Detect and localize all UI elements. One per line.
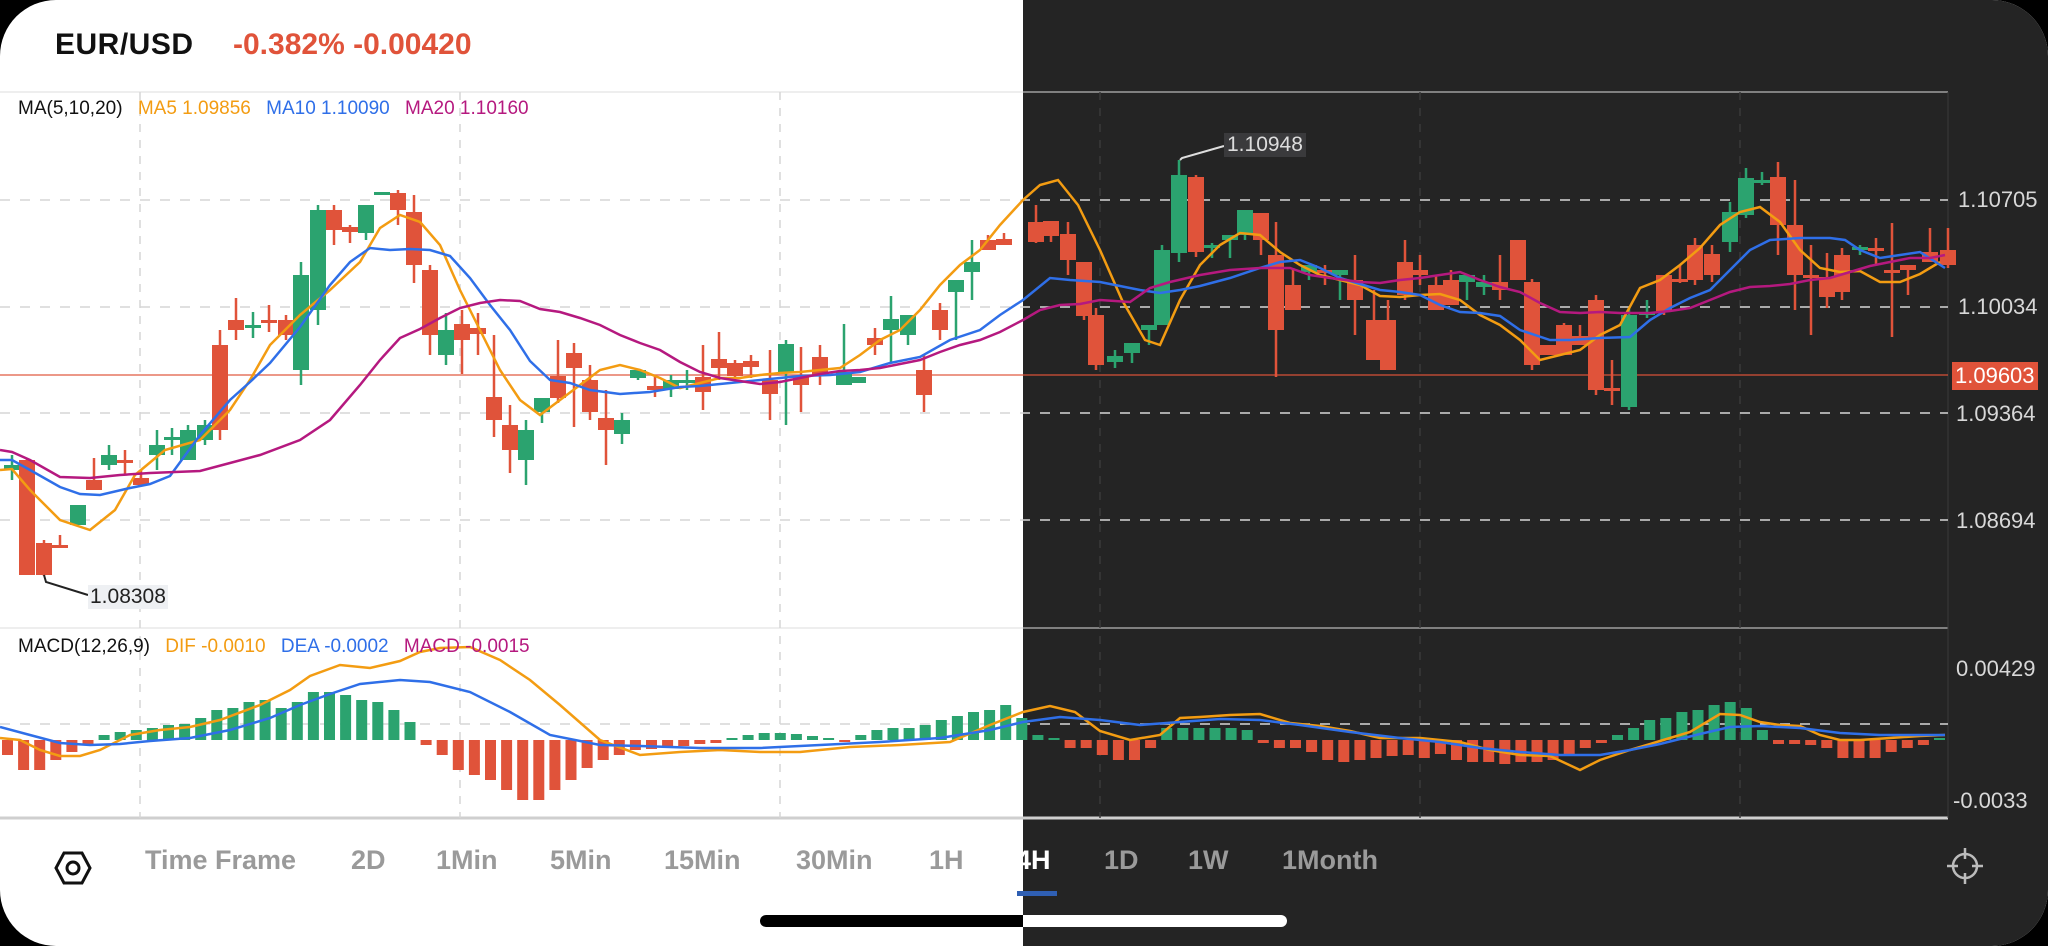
tab-1d[interactable]: 1D: [1104, 845, 1139, 875]
tab-1w[interactable]: 1W: [1188, 845, 1229, 875]
price-change: -0.382% -0.00420: [233, 28, 472, 61]
header: EUR/USD -0.382% -0.00420: [0, 0, 2048, 92]
ma5-value: MA5 1.09856: [137, 98, 251, 119]
dea-value: DEA -0.0002: [280, 636, 389, 657]
macd-axis-label: -0.0033: [1953, 788, 2028, 813]
tab-5min[interactable]: 5Min: [550, 845, 612, 875]
tab-15min[interactable]: 15Min: [664, 845, 741, 875]
hexagon-settings-icon[interactable]: [54, 849, 92, 887]
high-annotation: 1.10948: [1224, 133, 1306, 157]
macd-value: MACD -0.0015: [403, 636, 530, 657]
tab-1min[interactable]: 1Min: [436, 845, 498, 875]
current-price-tag: 1.09603: [1952, 362, 2038, 390]
ma-legend-title: MA(5,10,20): [18, 98, 123, 119]
home-indicator[interactable]: [760, 915, 1287, 927]
price-axis-label: 1.10034: [1958, 294, 2038, 319]
dif-value: DIF -0.0010: [165, 636, 266, 657]
timeframe-label: Time Frame: [145, 845, 297, 875]
macd-legend: MACD(12,26,9) DIF -0.0010 DEA -0.0002 MA…: [18, 636, 540, 658]
tab-4h[interactable]: 4H: [1016, 845, 1051, 875]
tab-1h[interactable]: 1H: [929, 845, 964, 875]
crosshair-icon[interactable]: [1945, 846, 1985, 886]
tab-30min[interactable]: 30Min: [796, 845, 873, 875]
price-axis-label: 1.10705: [1958, 187, 2038, 212]
symbol-title: EUR/USD: [55, 28, 194, 61]
active-tab-underline: [1017, 891, 1057, 896]
tab-1month[interactable]: 1Month: [1282, 845, 1378, 875]
ma-legend: MA(5,10,20) MA5 1.09856 MA10 1.10090 MA2…: [18, 98, 539, 120]
macd-axis-label: 0.00429: [1956, 656, 2036, 681]
timeframe-toolbar: [0, 820, 2048, 946]
macd-legend-title: MACD(12,26,9): [18, 636, 150, 657]
tab-2d[interactable]: 2D: [351, 845, 386, 875]
price-axis-label: 1.08694: [1956, 508, 2036, 533]
price-axis-label: 1.09364: [1956, 401, 2036, 426]
low-annotation: 1.08308: [88, 585, 168, 609]
dark-theme-overlay: [1023, 0, 2048, 946]
ma10-value: MA10 1.10090: [266, 98, 390, 119]
ma20-value: MA20 1.10160: [405, 98, 529, 119]
